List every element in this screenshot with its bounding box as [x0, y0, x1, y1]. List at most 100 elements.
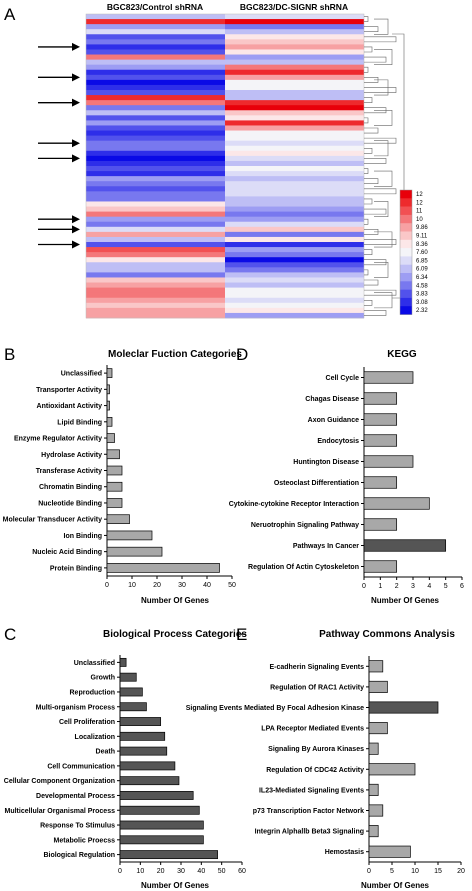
dendrogram-branch — [364, 299, 373, 306]
x-tick-label: 20 — [153, 582, 161, 589]
color-scale-swatch — [400, 306, 412, 315]
category-label: Lipid Binding — [57, 419, 102, 426]
heatmap-cell — [86, 191, 225, 197]
heatmap-cell — [225, 307, 364, 314]
bar-chart-kegg: 0 1 2 3 4 5 6 Cell Cycle Chagas Disease Axon Guid… — [229, 367, 464, 590]
heatmap-cell — [86, 236, 225, 243]
heatmap-cell — [86, 226, 225, 233]
heatmap-cell — [86, 216, 225, 223]
dendrogram-branch — [364, 249, 373, 255]
x-tick-label: 0 — [105, 582, 109, 589]
dendrogram-branch — [364, 127, 379, 134]
category-label: Cell Proliferation — [59, 719, 115, 726]
heatmap-cell — [86, 135, 225, 142]
dendrogram-branch — [364, 117, 369, 124]
heatmap-cell — [225, 297, 364, 304]
heatmap-cell — [225, 140, 364, 147]
dendrogram-branch — [364, 269, 369, 276]
bar — [363, 434, 398, 447]
x-axis-label-b: Number Of Genes — [141, 596, 210, 605]
heatmap-cell — [225, 59, 364, 66]
category-label: Multi-organism Process — [36, 704, 115, 711]
heatmap-arrows — [38, 42, 80, 249]
panel-letter-e: E — [236, 625, 247, 644]
x-tick-label: 50 — [218, 868, 226, 875]
color-scale-label: 12 — [416, 192, 423, 198]
dendrogram-branch — [364, 279, 379, 286]
x-tick-label: 30 — [177, 868, 185, 875]
category-label: Developmental Process — [36, 793, 115, 800]
bar — [119, 657, 127, 667]
color-scale-label: 12 — [416, 200, 423, 206]
category-label: IL23-Mediated Signaling Events — [259, 787, 364, 794]
category-label: Hydrolase Activity — [41, 452, 102, 459]
heatmap-cell — [225, 69, 364, 76]
category-label: Biological Regulation — [43, 852, 115, 859]
dendrogram-branch — [364, 218, 369, 225]
category-label: LPA Receptor Mediated Events — [261, 726, 364, 733]
bar — [368, 680, 388, 693]
heatmap-cell — [225, 287, 364, 294]
chart-title-c: Biological Process Categories — [103, 629, 247, 640]
heatmap-cell — [225, 145, 364, 152]
heatmap-cell — [86, 90, 225, 96]
color-scale-label: 6.34 — [416, 275, 428, 281]
dendrogram-branch — [364, 26, 379, 33]
heatmap-cell — [86, 24, 225, 30]
heatmap-cell — [225, 211, 364, 218]
heatmap-cell — [86, 69, 225, 76]
heatmap-cell — [225, 282, 364, 288]
bar — [368, 660, 384, 673]
x-tick-label: 30 — [178, 582, 186, 589]
bar — [363, 371, 414, 384]
color-scale-swatch — [400, 214, 412, 224]
color-scale-label: 9.11 — [416, 234, 428, 240]
category-label: Cell Communication — [47, 763, 115, 770]
dendrogram-branch — [364, 178, 379, 185]
x-tick-label: 10 — [128, 582, 136, 589]
heatmap-cell — [86, 105, 225, 111]
color-scale-label: 7.60 — [416, 250, 428, 256]
heatmap-cell — [225, 100, 364, 106]
x-tick-label: 60 — [238, 868, 246, 875]
heatmap-cell — [225, 39, 364, 45]
panel-letter-b: B — [4, 345, 15, 364]
heatmap-cell — [225, 191, 364, 197]
dendrogram — [364, 16, 405, 316]
x-tick-label: 2 — [395, 583, 399, 590]
heatmap-cell — [86, 160, 225, 167]
bar — [106, 416, 113, 427]
dendrogram-root — [392, 33, 405, 299]
bar-chart-biological-process: 0 10 20 30 40 50 60 Unclassified Growth Reproduct… — [4, 655, 246, 875]
heatmap-cell — [225, 79, 364, 86]
bar — [106, 384, 110, 395]
dendrogram-branch — [364, 16, 369, 22]
heatmap-cell — [225, 160, 364, 167]
x-tick-label: 20 — [457, 868, 465, 875]
heatmap-cell — [225, 277, 364, 283]
bar — [106, 368, 113, 378]
heatmap-cell — [86, 206, 225, 212]
category-label: Signaling By Aurora Kinases — [268, 746, 364, 753]
heatmap-cell — [86, 79, 225, 86]
category-label: Antioxidant Activity — [37, 403, 103, 410]
bar — [106, 563, 220, 573]
dendrogram-branch — [374, 231, 393, 248]
heatmap-cell — [86, 84, 225, 91]
x-axis-label-d: Number Of Genes — [371, 596, 440, 605]
heatmap-cell — [225, 125, 364, 131]
color-scale-label: 11 — [416, 209, 423, 215]
color-scale-swatch — [400, 297, 412, 307]
heatmap — [85, 13, 365, 319]
bar — [106, 481, 123, 492]
x-tick-label: 50 — [228, 582, 236, 589]
dendrogram-branch — [364, 198, 373, 205]
x-tick-label: 10 — [136, 868, 144, 875]
heatmap-cell — [86, 64, 225, 71]
heatmap-cell — [225, 221, 364, 228]
bar — [119, 776, 180, 786]
category-label: Unclassified — [61, 371, 102, 378]
bar-chart-pathway-commons: 0 5 10 15 20 E-cadherin Signaling Events Regul… — [186, 656, 465, 875]
color-scale-label: 10 — [416, 217, 423, 223]
bar — [363, 560, 398, 573]
